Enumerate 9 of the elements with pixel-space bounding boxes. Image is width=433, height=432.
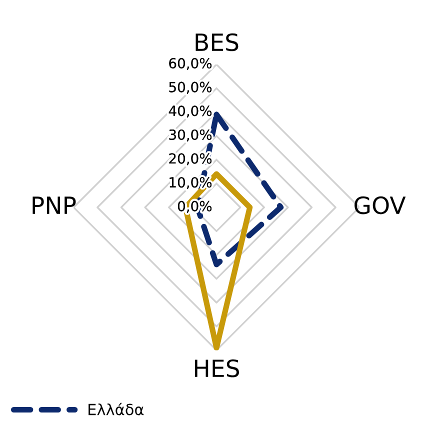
legend-label: Ελλάδα (88, 402, 144, 416)
y-tick-label: 50,0% (169, 82, 212, 94)
y-tick-label: 60,0% (169, 58, 212, 70)
spoke-label: PNP (32, 196, 76, 214)
spoke-label: HES (194, 359, 240, 378)
y-tick-label: 40,0% (168, 106, 212, 118)
spoke-label: BES (196, 33, 238, 52)
y-tick-label: 30,0% (169, 129, 212, 142)
spoke-label: GOV (354, 196, 406, 214)
